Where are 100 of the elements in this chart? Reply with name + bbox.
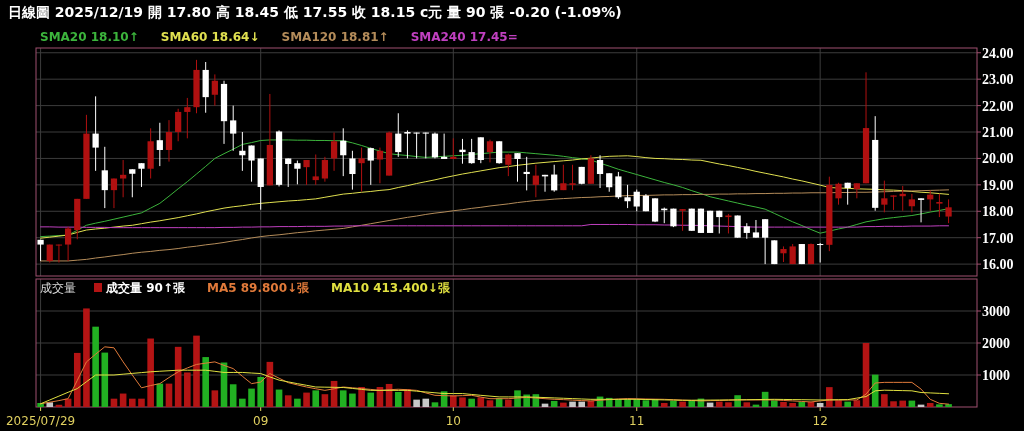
candlestick xyxy=(881,180,888,213)
candlestick xyxy=(762,218,769,265)
bar xyxy=(202,357,209,407)
candlestick xyxy=(404,129,411,159)
bar xyxy=(715,401,723,407)
text: SMA60 18.64↓ xyxy=(160,30,260,44)
bar xyxy=(725,402,732,407)
bar xyxy=(211,390,219,407)
candlestick xyxy=(945,198,952,224)
x-tick-label: 2025/07/29 xyxy=(6,414,76,428)
candlestick xyxy=(64,226,72,262)
candlestick xyxy=(936,193,943,218)
x-tick-label: 10 xyxy=(445,414,461,428)
candlestick xyxy=(486,139,494,163)
candlestick xyxy=(349,150,356,191)
candlestick xyxy=(532,164,539,198)
candlestick xyxy=(367,147,374,186)
bar xyxy=(129,398,136,407)
line-series xyxy=(40,369,950,405)
candlestick xyxy=(120,159,127,198)
x-tick-label: 09 xyxy=(253,414,269,428)
text: SMA240 17.45= xyxy=(410,30,518,44)
bar xyxy=(890,401,897,407)
candlestick xyxy=(312,153,319,186)
candlestick xyxy=(624,184,631,209)
bar xyxy=(642,400,650,407)
bar xyxy=(936,404,943,407)
bar xyxy=(321,394,329,407)
candlestick xyxy=(330,132,338,172)
bar xyxy=(147,338,154,407)
candlestick xyxy=(92,95,99,172)
bar xyxy=(459,397,466,407)
candlestick xyxy=(101,146,108,209)
y-tick-label: 23.00 xyxy=(982,72,1014,88)
candlestick xyxy=(633,189,640,212)
candlestick xyxy=(496,140,503,165)
bar xyxy=(239,398,246,407)
bar xyxy=(789,402,796,407)
candlestick xyxy=(184,97,191,139)
text: SMA20 18.10↑ xyxy=(40,30,139,44)
candlestick xyxy=(569,164,576,191)
y-tick-label: 2000 xyxy=(982,336,1010,351)
candlestick xyxy=(321,156,329,183)
bar xyxy=(422,398,430,407)
y-tick-label: 17.00 xyxy=(982,230,1014,246)
bar xyxy=(560,402,567,407)
candlestick xyxy=(110,178,118,209)
candlestick xyxy=(294,160,301,185)
bar xyxy=(670,400,677,407)
candlestick xyxy=(734,215,741,239)
y-tick-label: 1000 xyxy=(982,368,1010,383)
bar xyxy=(193,335,200,407)
y-tick-label: 18.00 xyxy=(982,204,1014,220)
bar xyxy=(468,398,475,407)
bar xyxy=(101,352,109,407)
bar xyxy=(229,384,237,407)
candlestick xyxy=(303,159,310,186)
x-tick-label: 11 xyxy=(629,414,645,428)
candlestick xyxy=(817,242,824,264)
candlestick xyxy=(450,137,457,160)
bar xyxy=(413,399,420,407)
candlestick xyxy=(523,156,530,191)
bar xyxy=(899,400,907,407)
bar xyxy=(358,387,365,407)
bar xyxy=(505,399,512,407)
candlestick xyxy=(459,138,466,165)
candlestick xyxy=(441,133,448,160)
bar xyxy=(294,398,301,407)
candlestick xyxy=(514,152,521,183)
candlestick xyxy=(248,144,255,183)
candlestick xyxy=(752,219,760,239)
candlestick xyxy=(596,154,604,189)
y-tick-label: 16.00 xyxy=(982,257,1014,273)
text: SMA120 18.81↑ xyxy=(281,30,389,44)
bar xyxy=(349,393,356,407)
bar xyxy=(73,352,81,407)
bar xyxy=(550,400,558,407)
candlestick xyxy=(138,162,145,188)
candlestick xyxy=(165,119,173,163)
bar xyxy=(92,326,99,407)
candlestick xyxy=(615,171,622,200)
candlestick xyxy=(230,105,237,152)
line-series xyxy=(40,346,950,405)
bar xyxy=(578,401,586,407)
text: MA10 413.400↓張 xyxy=(331,281,451,295)
bar xyxy=(257,376,264,407)
y-tick-label: 19.00 xyxy=(982,177,1014,193)
bar xyxy=(431,402,439,407)
candlestick xyxy=(606,172,613,193)
bar xyxy=(881,394,888,407)
candlestick xyxy=(175,108,182,142)
bar xyxy=(312,390,320,407)
candlestick xyxy=(285,157,292,188)
candlestick xyxy=(725,213,732,234)
bar xyxy=(138,398,145,407)
candlestick xyxy=(679,208,686,232)
bar xyxy=(780,401,787,407)
y-tick-label: 24.00 xyxy=(982,45,1014,61)
candlestick xyxy=(835,182,842,206)
y-tick-label: 3000 xyxy=(982,304,1010,319)
